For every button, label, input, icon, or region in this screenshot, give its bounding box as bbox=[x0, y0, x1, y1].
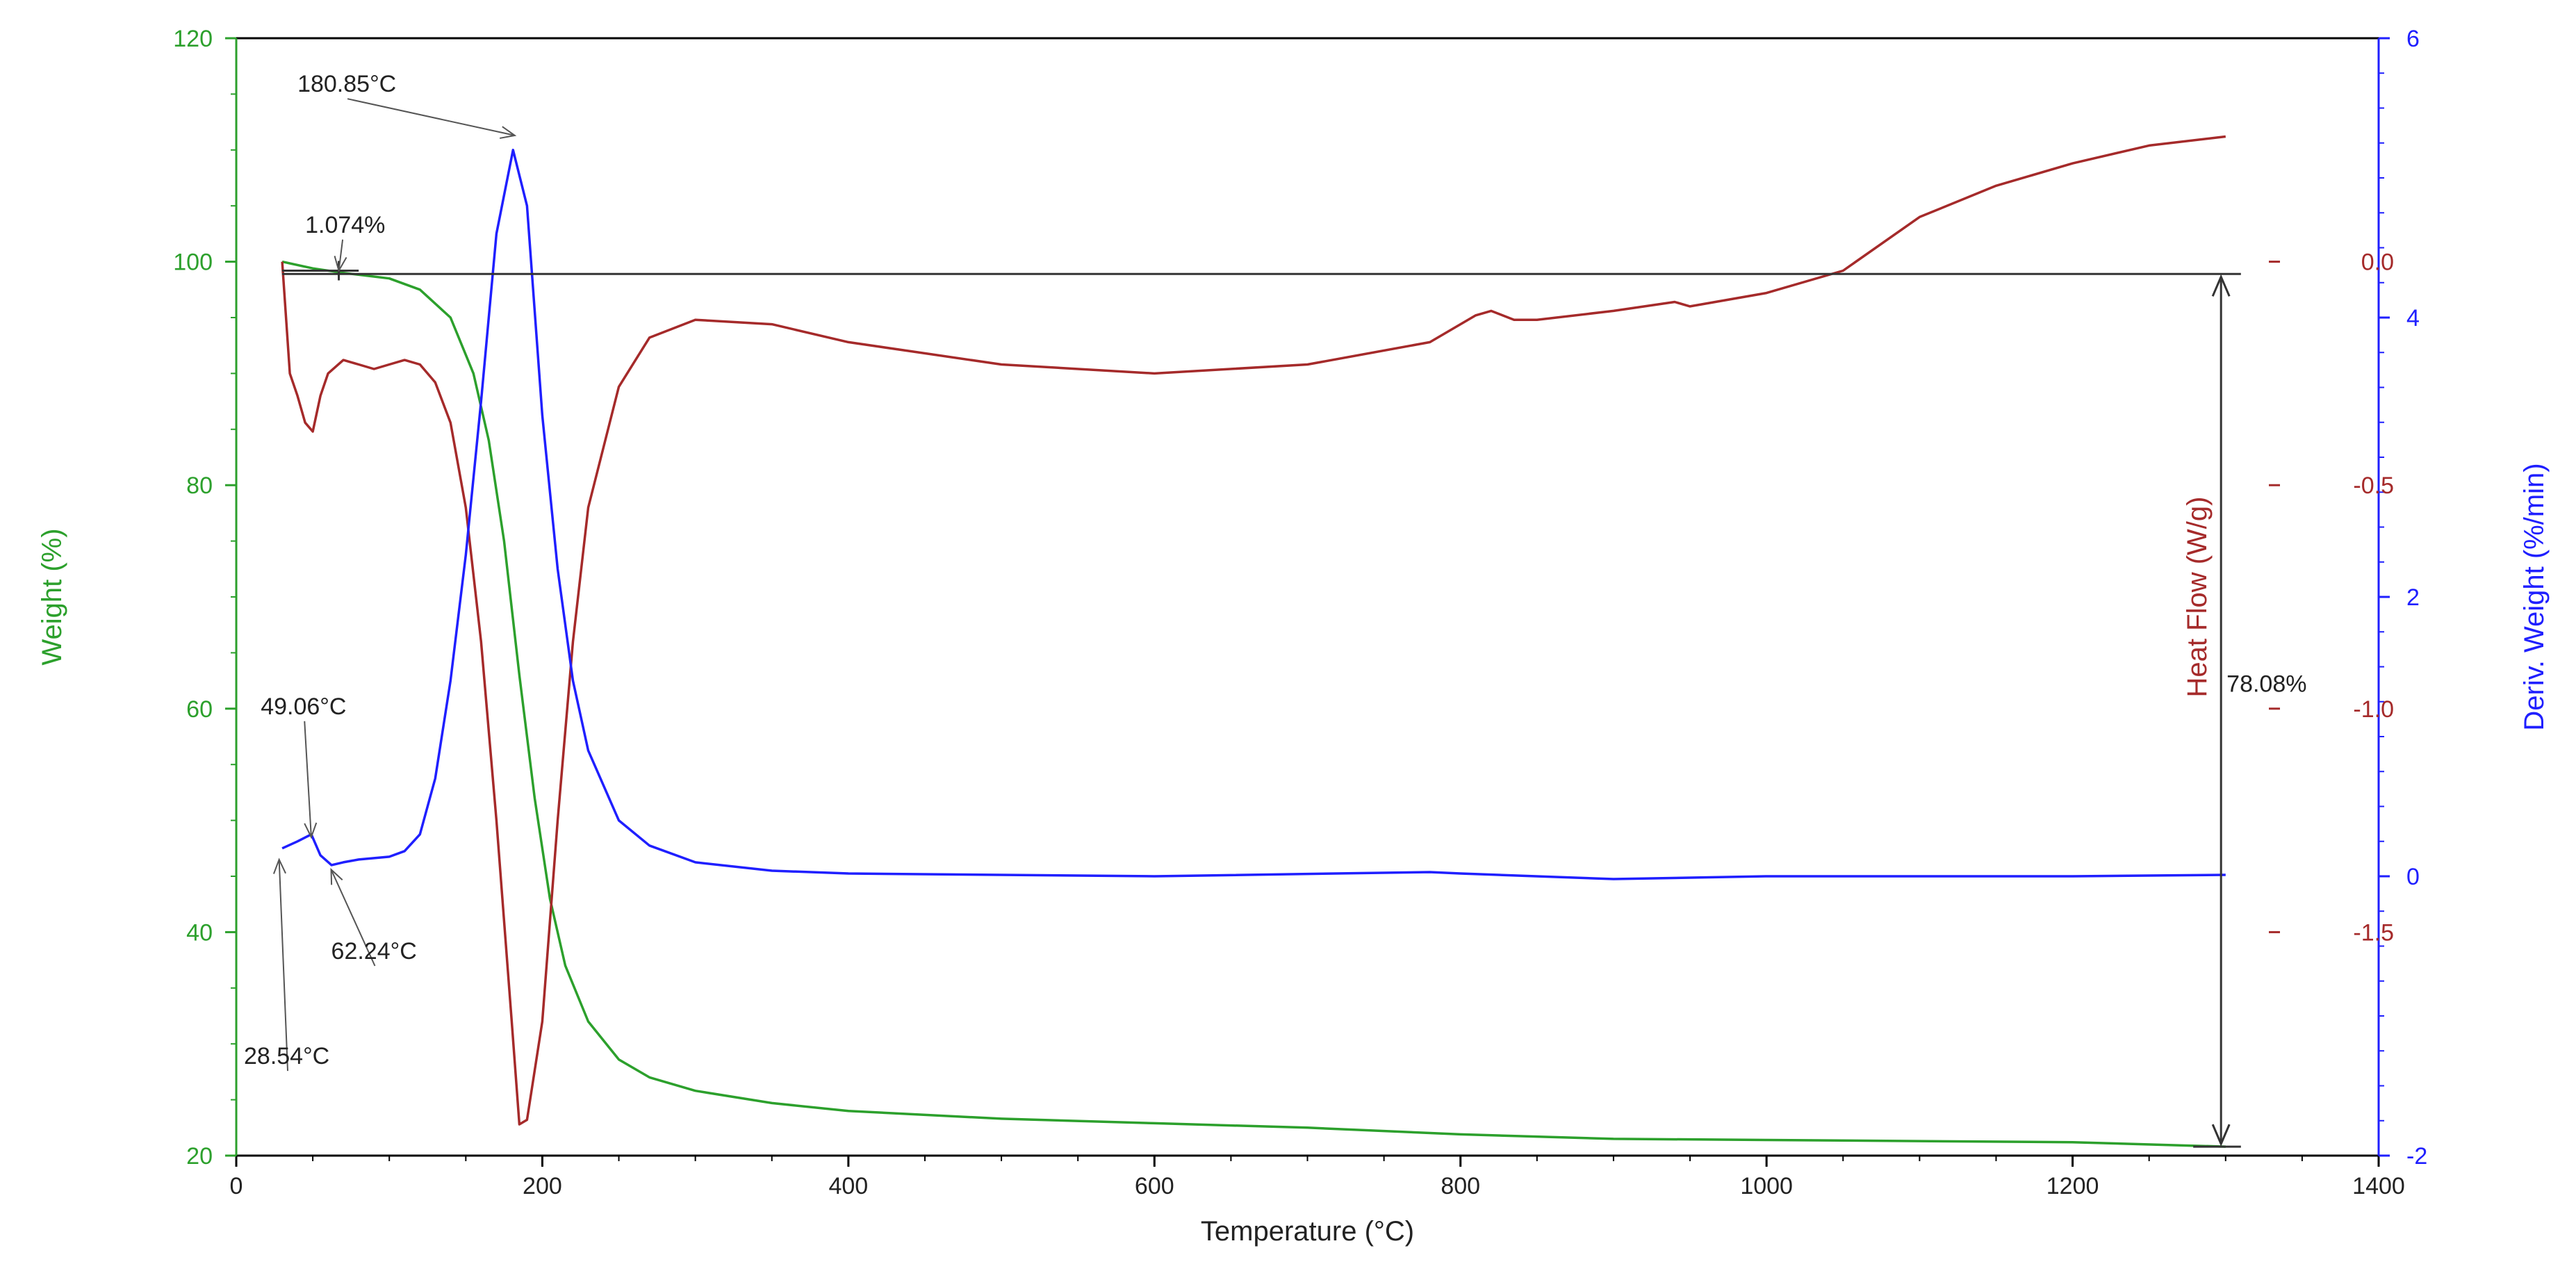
annotation-layer: 78.08% 180.85°C 1.074% 49.06°C 62.24°C 28.54°… bbox=[244, 71, 2307, 1148]
heatflow-tick-label-3: -1.5 bbox=[2353, 919, 2394, 946]
weight-tick-label-1: 40 bbox=[186, 919, 213, 946]
heatflow-tick-label-0: 0.0 bbox=[2361, 249, 2394, 276]
deriv-tick-label-3: 4 bbox=[2406, 305, 2420, 331]
weight-tick-label-2: 60 bbox=[186, 696, 213, 723]
annotation-arrowhead-3 bbox=[330, 868, 343, 885]
x-tick-label-3: 600 bbox=[1135, 1173, 1174, 1199]
annotation-label-0: 180.85°C bbox=[297, 71, 396, 97]
weight-tick-label-5: 120 bbox=[173, 26, 213, 52]
annotation-arrowhead-2 bbox=[304, 822, 318, 839]
weight-axis-title: Weight (%) bbox=[37, 528, 67, 665]
annotation-leader-3 bbox=[330, 869, 376, 967]
annotation-arrowhead-0 bbox=[499, 126, 517, 139]
annotation-arrowhead-1 bbox=[334, 256, 347, 273]
x-axis-title: Temperature (°C) bbox=[1201, 1216, 1414, 1247]
annotation-leader-1 bbox=[338, 239, 344, 271]
annotation-label-2: 49.06°C bbox=[261, 694, 346, 720]
annotation-leader-0 bbox=[347, 98, 516, 136]
annotation-label-1: 1.074% bbox=[305, 212, 385, 238]
deriv-tick-label-4: 6 bbox=[2406, 26, 2420, 52]
series-layer bbox=[281, 135, 2226, 1148]
deriv-tick-label-1: 0 bbox=[2406, 864, 2420, 890]
weight-tick-label-4: 100 bbox=[173, 249, 213, 276]
series-line-heatflow bbox=[281, 135, 2226, 1126]
annotation-label-3: 62.24°C bbox=[331, 938, 417, 965]
annotation-arrowhead-4 bbox=[272, 858, 286, 874]
series-line-deriv bbox=[281, 149, 2226, 880]
annotation-label-4: 28.54°C bbox=[244, 1043, 329, 1069]
x-tick-label-4: 800 bbox=[1441, 1173, 1480, 1199]
step-marker-label: 78.08% bbox=[2226, 671, 2306, 698]
deriv-axis-title: Deriv. Weight (%/min) bbox=[2519, 463, 2550, 730]
step-arrow-head-bottom bbox=[2211, 1124, 2231, 1147]
step-arrow-head-top bbox=[2211, 274, 2231, 297]
heatflow-tick-label-2: -1.0 bbox=[2353, 696, 2394, 723]
plot-area bbox=[236, 38, 2379, 1156]
x-tick-label-0: 0 bbox=[230, 1173, 243, 1199]
series-line-weight bbox=[281, 260, 2226, 1148]
deriv-tick-label-0: -2 bbox=[2406, 1143, 2427, 1170]
x-tick-label-5: 1000 bbox=[1740, 1173, 1793, 1199]
annotation-leader-2 bbox=[304, 721, 312, 837]
weight-tick-label-0: 20 bbox=[186, 1143, 213, 1170]
weight-tick-label-3: 80 bbox=[186, 473, 213, 499]
heatflow-axis-title: Heat Flow (W/g) bbox=[2182, 497, 2213, 698]
x-tick-label-1: 200 bbox=[523, 1173, 562, 1199]
heatflow-tick-label-1: -0.5 bbox=[2353, 473, 2394, 499]
x-tick-label-6: 1200 bbox=[2046, 1173, 2099, 1199]
deriv-tick-label-2: 2 bbox=[2406, 584, 2420, 611]
x-tick-label-7: 1400 bbox=[2352, 1173, 2405, 1199]
annotation-leader-4 bbox=[278, 859, 289, 1072]
x-tick-label-2: 400 bbox=[828, 1173, 868, 1199]
